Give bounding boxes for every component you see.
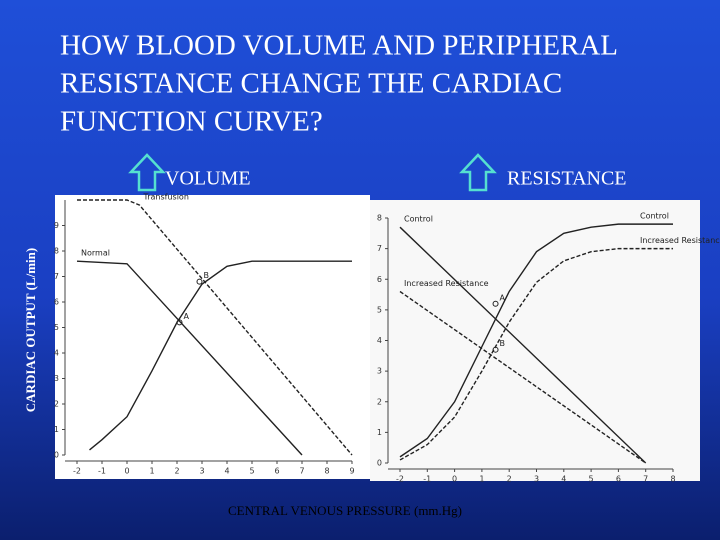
curve — [76, 260, 303, 456]
slide-title: FUNCTION CURVE? — [60, 106, 323, 138]
x-axis-label: CENTRAL VENOUS PRESSURE (mm.Hg) — [228, 503, 462, 518]
x-tick-label: -1 — [423, 475, 431, 484]
series-label: Increased Resistance — [640, 236, 720, 245]
x-tick-label: -1 — [98, 467, 106, 476]
y-tick-label: 2 — [54, 400, 59, 409]
y-tick-label: 7 — [377, 244, 382, 253]
panel-heading: VOLUME — [165, 168, 251, 190]
x-tick-label: 6 — [274, 467, 279, 476]
series-label: Control — [404, 215, 433, 224]
x-tick-label: 5 — [249, 467, 254, 476]
x-tick-label: 3 — [534, 475, 539, 484]
y-tick-label: 0 — [54, 451, 59, 460]
y-tick-label: 9 — [54, 221, 59, 230]
y-tick-label: 3 — [54, 374, 59, 383]
x-tick-label: 2 — [174, 467, 179, 476]
y-tick-label: 7 — [54, 272, 59, 281]
curve — [399, 226, 647, 464]
y-tick-label: 3 — [377, 367, 382, 376]
curve — [399, 247, 673, 461]
x-tick-label: 5 — [589, 475, 594, 484]
x-tick-label: 0 — [452, 475, 457, 484]
curve — [77, 199, 353, 456]
y-tick-label: 8 — [377, 214, 382, 223]
x-tick-label: 6 — [616, 475, 621, 484]
y-tick-label: 1 — [377, 428, 382, 437]
series-label: Normal — [81, 249, 110, 258]
x-tick-label: -2 — [73, 467, 81, 476]
annotation: B — [500, 339, 506, 348]
up-arrow — [459, 153, 497, 192]
x-tick-label: 0 — [124, 467, 129, 476]
curve — [89, 260, 352, 451]
intersection-point — [492, 300, 499, 307]
curve — [399, 290, 647, 464]
y-tick-label: 1 — [54, 425, 59, 434]
x-tick-label: 7 — [299, 467, 304, 476]
y-axis-label: CARDIAC OUTPUT (L/min) — [23, 248, 38, 412]
x-tick-label: 1 — [479, 475, 484, 484]
y-tick-label: 6 — [54, 298, 59, 307]
intersection-point — [196, 278, 203, 285]
x-tick-label: 4 — [224, 467, 229, 476]
y-tick-label: 5 — [377, 305, 382, 314]
x-tick-label: 2 — [507, 475, 512, 484]
panel-heading: RESISTANCE — [507, 168, 627, 190]
y-tick-label: 2 — [377, 397, 382, 406]
intersection-point — [492, 346, 499, 353]
chart-panel — [55, 195, 370, 479]
annotation: A — [500, 293, 506, 302]
x-tick-label: 7 — [643, 475, 648, 484]
y-tick-label: 8 — [54, 247, 59, 256]
slide-title: RESISTANCE CHANGE THE CARDIAC — [60, 68, 562, 100]
annotation: A — [184, 312, 190, 321]
series-label: Control — [640, 212, 669, 221]
y-tick-label: 4 — [54, 349, 59, 358]
up-arrow — [128, 153, 166, 192]
x-tick-label: 3 — [199, 467, 204, 476]
x-tick-label: 8 — [670, 475, 675, 484]
x-tick-label: 9 — [349, 467, 354, 476]
x-tick-label: 1 — [149, 467, 154, 476]
x-tick-label: 4 — [561, 475, 566, 484]
series-label: Transfusion — [143, 193, 189, 202]
chart-panel — [370, 200, 700, 481]
slide-title: HOW BLOOD VOLUME AND PERIPHERAL — [60, 30, 618, 62]
curve — [399, 223, 673, 458]
y-tick-label: 6 — [377, 275, 382, 284]
intersection-point — [176, 319, 183, 326]
y-tick-label: 4 — [377, 336, 382, 345]
x-tick-label: -2 — [396, 475, 404, 484]
annotation: B — [204, 271, 210, 280]
y-tick-label: 5 — [54, 323, 59, 332]
x-tick-label: 8 — [324, 467, 329, 476]
series-label: Increased Resistance — [404, 279, 489, 288]
y-tick-label: 0 — [377, 459, 382, 468]
